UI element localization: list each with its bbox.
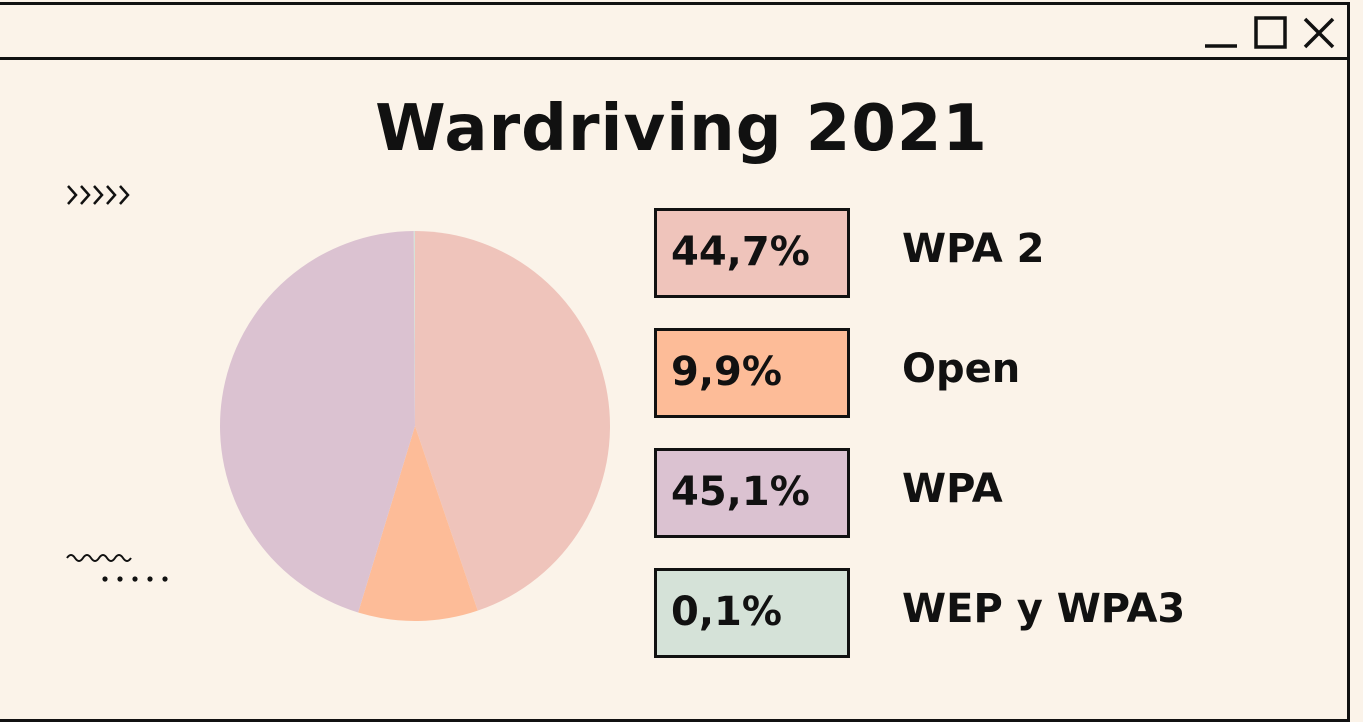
- pie-slice-wep-y-wpa3: [413, 231, 415, 426]
- legend-swatch: 9,9%: [654, 328, 850, 418]
- pie-chart: [219, 231, 611, 621]
- chart-title: Wardriving 2021: [375, 92, 988, 166]
- legend-value: 45,1%: [671, 469, 810, 515]
- legend-item-wep-y-wpa3: 0,1% WEP y WPA3: [654, 568, 1254, 658]
- legend-value: 9,9%: [671, 349, 782, 395]
- legend-label: WPA 2: [902, 226, 1045, 272]
- legend-label: WEP y WPA3: [902, 586, 1186, 632]
- legend-value: 0,1%: [671, 589, 782, 635]
- dots-decoration-icon: [102, 576, 168, 582]
- legend-item-open: 9,9% Open: [654, 328, 1254, 418]
- legend-swatch: 45,1%: [654, 448, 850, 538]
- close-icon[interactable]: [1301, 15, 1337, 51]
- window-titlebar: [0, 5, 1347, 60]
- pie-slice-wpa: [219, 231, 415, 613]
- legend-label: WPA: [902, 466, 1003, 512]
- maximize-icon[interactable]: [1253, 15, 1289, 51]
- legend-value: 44,7%: [671, 229, 810, 275]
- legend-item-wpa: 45,1% WPA: [654, 448, 1254, 538]
- legend-swatch: 44,7%: [654, 208, 850, 298]
- legend-swatch: 0,1%: [654, 568, 850, 658]
- squiggle-decoration-icon: [66, 554, 132, 562]
- pie-slice-open: [358, 426, 478, 621]
- legend-label: Open: [902, 346, 1021, 392]
- minimize-icon[interactable]: [1203, 15, 1239, 51]
- chevrons-decoration-icon: [67, 185, 130, 205]
- pie-slice-wpa-2: [415, 231, 611, 611]
- legend-item-wpa-2: 44,7% WPA 2: [654, 208, 1254, 298]
